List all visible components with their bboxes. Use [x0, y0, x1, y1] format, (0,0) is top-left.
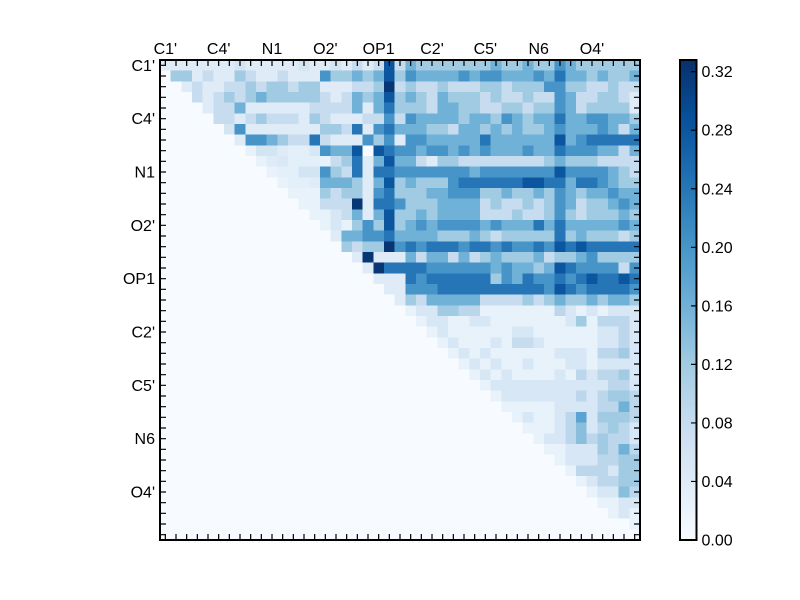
svg-text:C2': C2' — [131, 325, 155, 342]
svg-text:C5': C5' — [474, 41, 498, 58]
svg-text:0.20: 0.20 — [702, 240, 733, 257]
svg-text:0.12: 0.12 — [702, 357, 733, 374]
svg-text:C1': C1' — [131, 58, 155, 75]
svg-text:0.28: 0.28 — [702, 123, 733, 140]
svg-text:C5': C5' — [131, 378, 155, 395]
svg-text:C4': C4' — [207, 41, 231, 58]
svg-text:O2': O2' — [313, 41, 337, 58]
svg-text:N6: N6 — [528, 41, 549, 58]
svg-text:0.04: 0.04 — [702, 474, 733, 491]
svg-text:C2': C2' — [420, 41, 444, 58]
svg-text:N1: N1 — [135, 165, 156, 182]
svg-text:0.16: 0.16 — [702, 298, 733, 315]
svg-text:N6: N6 — [135, 431, 156, 448]
svg-text:O4': O4' — [580, 41, 604, 58]
svg-text:C4': C4' — [131, 111, 155, 128]
svg-text:OP1: OP1 — [363, 41, 395, 58]
svg-text:N1: N1 — [262, 41, 283, 58]
svg-text:0.08: 0.08 — [702, 415, 733, 432]
svg-text:0.00: 0.00 — [702, 533, 733, 550]
svg-text:O4': O4' — [131, 485, 155, 502]
svg-text:0.32: 0.32 — [702, 64, 733, 81]
svg-text:OP1: OP1 — [123, 271, 155, 288]
svg-text:O2': O2' — [131, 218, 155, 235]
svg-text:C1': C1' — [154, 41, 178, 58]
svg-text:0.24: 0.24 — [702, 181, 733, 198]
